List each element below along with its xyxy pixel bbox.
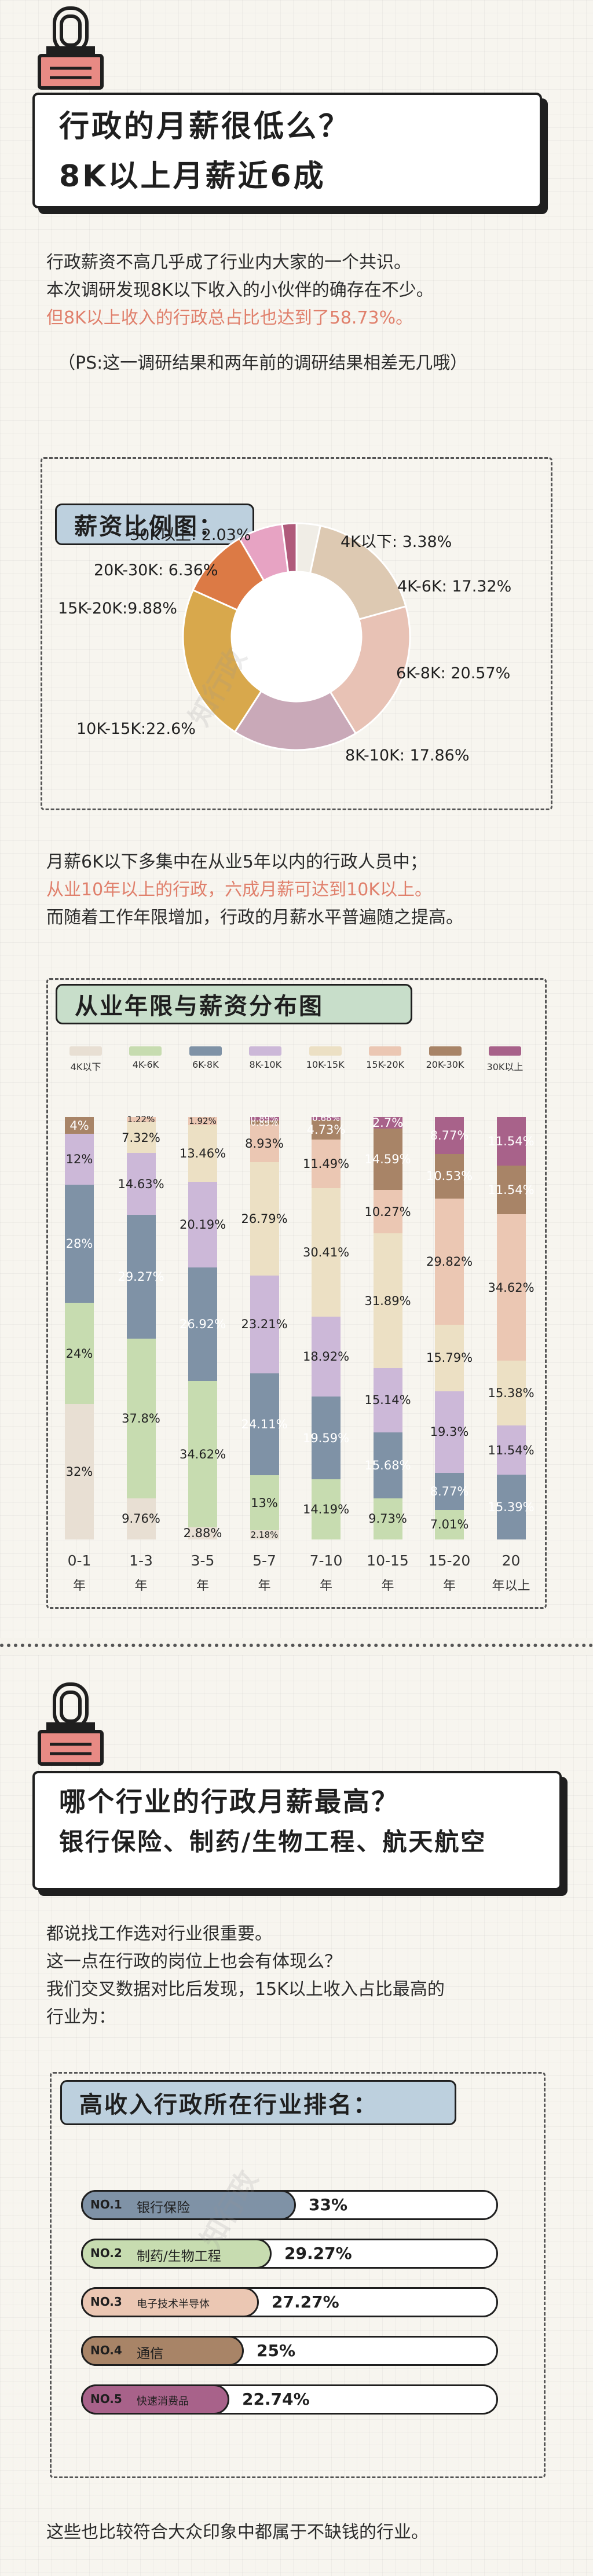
- headline-card-2: 哪个行业的行政月薪最高？ 银行保险、制药/生物工程、航天航空: [32, 1771, 562, 1890]
- bar-value-label-6-4: 15.79%: [426, 1351, 473, 1365]
- bar-value-label-3-3: 23.21%: [241, 1317, 287, 1331]
- x-tick-label-3: 5-7: [252, 1552, 276, 1569]
- bar-value-label-4-4: 30.41%: [303, 1245, 349, 1259]
- x-tick-sub-label-2: 年: [196, 1575, 209, 1594]
- bar-value-label-5-3: 15.14%: [364, 1393, 411, 1407]
- bar-value-label-0-3: 12%: [66, 1152, 93, 1166]
- bar-value-label-7-3: 11.54%: [488, 1443, 534, 1457]
- x-tick-sub-label-5: 年: [381, 1575, 394, 1594]
- bar-value-label-5-1: 9.73%: [368, 1512, 407, 1526]
- bar-value-label-5-7: 2.7%: [372, 1116, 403, 1130]
- bar-value-label-3-7: 0.89%: [251, 1114, 279, 1124]
- bar-value-label-5-2: 15.68%: [364, 1458, 411, 1472]
- footer-text: 这些也比较符合大众印象中都属于不缺钱的行业。: [46, 2519, 568, 2546]
- bar-value-label-3-4: 26.79%: [241, 1212, 287, 1226]
- bar-value-label-6-6: 10.53%: [426, 1169, 473, 1183]
- section-divider: [0, 1644, 593, 1647]
- x-tick-label-5: 10-15: [367, 1552, 409, 1569]
- industry-rank-title: 高收入行政所在行业排名：: [60, 2080, 456, 2125]
- bar-value-label-6-3: 19.3%: [430, 1425, 469, 1439]
- bar-value-label-7-5: 34.62%: [488, 1281, 534, 1295]
- bar-value-label-3-2: 24.11%: [241, 1417, 287, 1431]
- bar-value-label-6-1: 7.01%: [430, 1517, 469, 1531]
- bar-value-label-6-5: 29.82%: [426, 1255, 473, 1269]
- bar-value-label-3-5: 8.93%: [245, 1137, 284, 1151]
- binder-clip-icon-2: [35, 1682, 107, 1769]
- bar-value-label-0-0: 32%: [66, 1465, 93, 1479]
- bar-value-label-3-1: 13%: [251, 1496, 278, 1510]
- bar-value-label-5-5: 10.27%: [364, 1205, 411, 1219]
- bar-value-label-4-2: 19.59%: [303, 1431, 349, 1445]
- bar-value-label-4-5: 11.49%: [303, 1157, 349, 1171]
- bar-value-label-4-3: 18.92%: [303, 1350, 349, 1364]
- bar-value-label-7-7: 11.54%: [488, 1134, 534, 1148]
- bar-value-label-6-2: 8.77%: [430, 1484, 469, 1498]
- industry-paragraph: 都说找工作选对行业很重要。 这一点在行政的岗位上也会有体现么？ 我们交叉数据对比…: [46, 1920, 568, 2031]
- bar-value-label-2-3: 20.19%: [180, 1218, 226, 1232]
- x-tick-sub-label-0: 年: [73, 1575, 86, 1594]
- bar-value-label-4-1: 14.19%: [303, 1502, 349, 1516]
- bar-value-label-2-4: 13.46%: [180, 1146, 226, 1160]
- x-tick-label-6: 15-20: [429, 1552, 471, 1569]
- bar-value-label-7-6: 11.54%: [488, 1183, 534, 1197]
- x-tick-sub-label-1: 年: [134, 1575, 147, 1594]
- stacked-bar-chart: 32% 24% 28% 12% 4% 0-1 年 9.76% 37.8% 29.27% 14.63%…: [0, 0, 593, 1620]
- x-tick-label-4: 7-10: [310, 1552, 343, 1569]
- bar-value-label-0-1: 24%: [66, 1347, 93, 1361]
- bar-value-label-0-2: 28%: [66, 1237, 93, 1251]
- bar-value-label-1-1: 37.8%: [122, 1412, 160, 1425]
- bar-value-label-7-2: 15.39%: [488, 1500, 534, 1514]
- industry-line-3: 我们交叉数据对比后发现，15K以上收入占比最高的: [46, 1976, 568, 2004]
- x-tick-sub-label-3: 年: [258, 1575, 270, 1594]
- headline-2-line-1: 哪个行业的行政月薪最高？: [35, 1781, 559, 1822]
- bar-value-label-5-4: 31.89%: [364, 1294, 411, 1308]
- industry-line-2: 这一点在行政的岗位上也会有体现么？: [46, 1948, 568, 1976]
- bar-value-label-1-3: 14.63%: [118, 1177, 164, 1191]
- x-tick-label-7: 20: [502, 1552, 521, 1569]
- bar-value-label-2-2: 26.92%: [180, 1317, 226, 1331]
- bar-value-label-1-0: 9.76%: [122, 1512, 160, 1526]
- bar-value-label-5-6: 14.59%: [364, 1152, 411, 1166]
- bar-value-label-2-5: 1.92%: [189, 1116, 217, 1126]
- industry-rank-panel: [50, 2072, 546, 2478]
- x-tick-label-1: 1-3: [129, 1552, 153, 1569]
- bar-value-label-2-0: 2.88%: [184, 1526, 222, 1540]
- bar-value-label-4-7: 0.68%: [312, 1113, 340, 1123]
- bar-value-label-2-1: 34.62%: [180, 1447, 226, 1461]
- bar-value-label-6-7: 8.77%: [430, 1129, 469, 1142]
- x-tick-label-0: 0-1: [68, 1552, 91, 1569]
- bar-value-label-1-2: 29.27%: [118, 1270, 164, 1284]
- x-tick-sub-label-7: 年以上: [492, 1575, 530, 1594]
- bar-value-label-3-0: 2.18%: [251, 1530, 279, 1540]
- bar-value-label-4-6: 4.73%: [307, 1123, 346, 1137]
- bar-value-label-7-4: 15.38%: [488, 1386, 534, 1400]
- bar-value-label-1-4: 7.32%: [122, 1131, 160, 1145]
- industry-line-1: 都说找工作选对行业很重要。: [46, 1920, 568, 1948]
- x-tick-sub-label-4: 年: [320, 1575, 332, 1594]
- bar-value-label-0-6: 4%: [69, 1119, 89, 1133]
- x-tick-sub-label-6: 年: [443, 1575, 456, 1594]
- industry-line-4: 行业为：: [46, 2004, 568, 2031]
- bar-value-label-1-5: 1.22%: [127, 1114, 155, 1125]
- x-tick-label-2: 3-5: [191, 1552, 215, 1569]
- headline-2-line-2: 银行保险、制药/生物工程、航天航空: [35, 1822, 559, 1862]
